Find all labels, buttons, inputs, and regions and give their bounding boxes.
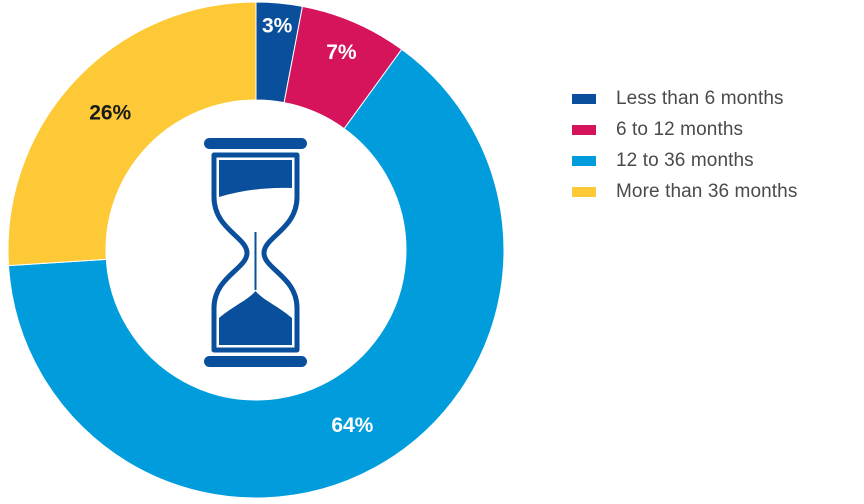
legend-label: 6 to 12 months <box>616 119 744 140</box>
legend-swatch <box>572 94 596 104</box>
legend-swatch <box>572 125 596 135</box>
slice-12-to-36-months <box>7 48 505 499</box>
slice-labels: 3% 7% 64% 26% <box>89 14 374 436</box>
slice-label-12-to-36-months: 64% <box>331 414 373 437</box>
legend-item-12-to-36-months: 12 to 36 months <box>572 146 797 176</box>
legend-label: 12 to 36 months <box>616 150 754 171</box>
slice-more-than-36-months <box>7 1 257 267</box>
hourglass-icon <box>204 138 307 367</box>
slice-label-less-than-6-months: 3% <box>262 14 293 37</box>
donut-chart: 3% 7% 64% 26% <box>7 1 505 499</box>
legend-swatch <box>572 156 596 166</box>
legend-item-more-than-36-months: More than 36 months <box>572 177 797 207</box>
legend-label: More than 36 months <box>616 181 798 202</box>
legend-item-6-to-12-months: 6 to 12 months <box>572 115 797 145</box>
slice-label-6-to-12-months: 7% <box>326 41 357 64</box>
legend-label: Less than 6 months <box>616 88 784 109</box>
donut-slices <box>7 1 505 499</box>
legend-swatch <box>572 187 596 197</box>
slice-label-more-than-36-months: 26% <box>89 102 131 125</box>
chart-legend: Less than 6 months 6 to 12 months 12 to … <box>572 84 797 208</box>
legend-item-less-than-6-months: Less than 6 months <box>572 84 797 114</box>
